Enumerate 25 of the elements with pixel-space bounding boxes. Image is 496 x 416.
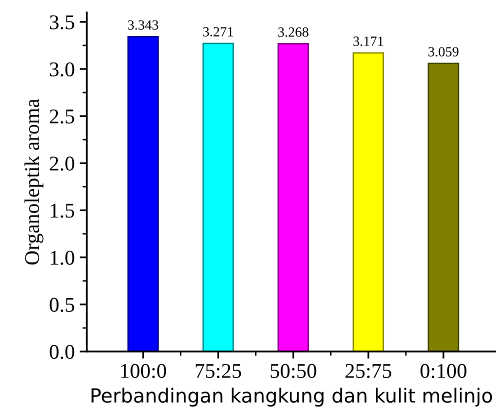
- x-axis-title: Perbandingan kangkung dan kulit melinjo: [92, 388, 492, 407]
- bar: [428, 62, 460, 352]
- bar: [352, 52, 384, 352]
- bar: [127, 36, 159, 352]
- y-tick-label: 2.5: [50, 110, 74, 124]
- x-tick-label: 25:75: [346, 364, 392, 378]
- y-tick-label: 1.5: [50, 204, 74, 218]
- x-tick-label: 50:50: [270, 364, 316, 378]
- x-tick-label: 0:100: [420, 364, 466, 378]
- y-tick-label: 3.5: [50, 15, 74, 30]
- y-tick-label: 2.0: [50, 156, 74, 171]
- data-label: 3.343: [128, 20, 158, 30]
- data-label: 3.268: [278, 27, 308, 37]
- y-tick-label: 0.0: [50, 344, 74, 360]
- data-label: 3.059: [428, 47, 458, 57]
- y-tick-label: 1.0: [50, 250, 74, 265]
- data-label: 3.271: [203, 27, 233, 37]
- y-axis-title: Organoleptik aroma: [24, 98, 44, 265]
- bar: [278, 43, 309, 352]
- data-label: 3.171: [353, 36, 384, 46]
- x-tick-label: 100:0: [121, 364, 166, 378]
- x-tick-label: 75:25: [196, 364, 242, 378]
- bar: [202, 42, 234, 352]
- y-tick-label: 0.5: [50, 298, 74, 312]
- y-tick-label: 3.0: [50, 62, 74, 77]
